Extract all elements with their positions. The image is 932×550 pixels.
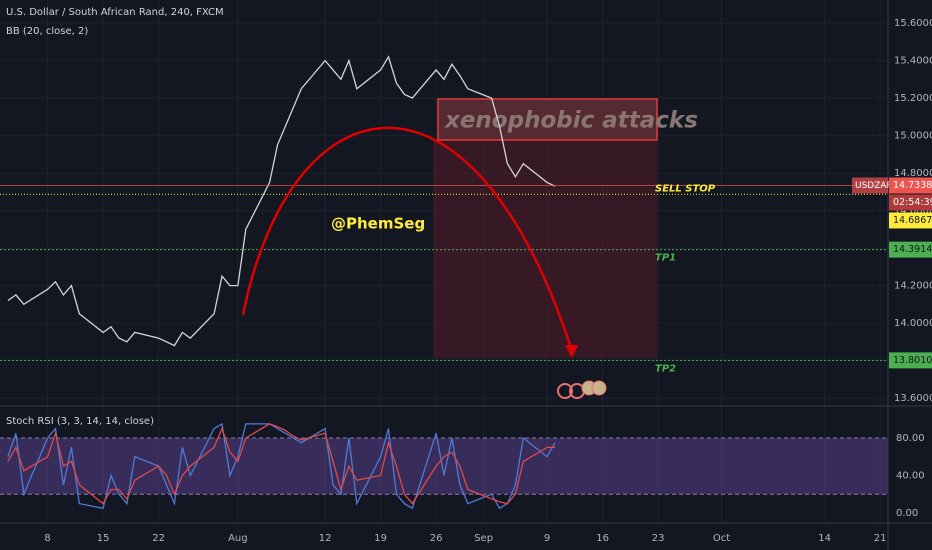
x-tick-label: Aug: [228, 533, 248, 544]
x-tick-label: 9: [544, 533, 550, 544]
x-tick-label: Oct: [713, 533, 730, 544]
level-label: TP2: [655, 363, 676, 374]
x-tick-label: 15: [97, 533, 110, 544]
x-tick-label: Sep: [474, 533, 493, 544]
price-tag-label: 13.80107: [893, 355, 932, 366]
level-label: TP1: [655, 253, 676, 264]
price-tag: [889, 241, 932, 258]
target-zone: [433, 140, 657, 358]
y-tick-label: 0.00: [896, 508, 918, 519]
level-label: SELL STOP: [655, 183, 716, 194]
y-tick-label: 15.40000: [894, 56, 932, 67]
arc-arrow: [241, 126, 573, 349]
x-tick-label: 8: [44, 533, 50, 544]
y-tick-label: 15.00000: [894, 131, 932, 142]
x-tick-label: 26: [430, 533, 443, 544]
x-tick-label: 21: [874, 533, 887, 544]
price-tag: [889, 212, 932, 229]
price-tag: [889, 177, 932, 194]
price-tag: [889, 352, 932, 369]
icon[interactable]: [591, 380, 607, 396]
series-line: [7, 422, 556, 510]
x-tick-label: 22: [152, 533, 165, 544]
price-tag-label: 14.39149: [893, 244, 932, 255]
symbol-title: U.S. Dollar / South African Rand, 240, F…: [6, 7, 224, 18]
stoch-title: Stoch RSI (3, 3, 14, 14, close): [6, 416, 154, 427]
y-tick-label: 80.00: [896, 433, 925, 444]
symbol-tag-label: USDZAR: [855, 181, 893, 191]
event-box: [437, 98, 658, 141]
x-tick-label: 14: [818, 533, 831, 544]
y-tick-label: 14.80000: [894, 168, 932, 179]
y-tick-label: 14.60000: [894, 206, 932, 217]
y-tick-label: 15.60000: [894, 18, 932, 29]
price-tag-label: 14.68671: [893, 215, 932, 226]
x-tick-label: 23: [652, 533, 665, 544]
grid: [0, 0, 888, 523]
series-line: [7, 423, 555, 505]
indicator-label: BB (20, close, 2): [6, 26, 88, 37]
y-tick-label: 14.20000: [894, 281, 932, 292]
author-label: @PhemSeg: [331, 215, 425, 233]
y-tick-label: 40.00: [896, 470, 925, 481]
price-tag-label: 14.73381: [893, 180, 932, 191]
countdown-label: 02:54:39: [893, 197, 932, 208]
event-label: xenophobic attacks: [444, 108, 698, 134]
y-tick-label: 13.60000: [894, 393, 932, 404]
stoch-band: [0, 437, 888, 495]
arrow-head: [565, 345, 578, 358]
x-tick-label: 16: [596, 533, 609, 544]
icons: [557, 380, 607, 399]
x-tick-label: 12: [319, 533, 332, 544]
series-line: [7, 55, 556, 347]
y-tick-label: 14.00000: [894, 318, 932, 329]
y-tick-label: 15.20000: [894, 93, 932, 104]
x-tick-label: 19: [374, 533, 387, 544]
countdown-tag: [889, 194, 932, 211]
symbol-tag: [852, 177, 888, 194]
icon[interactable]: [557, 383, 573, 399]
plot: [0, 55, 888, 510]
